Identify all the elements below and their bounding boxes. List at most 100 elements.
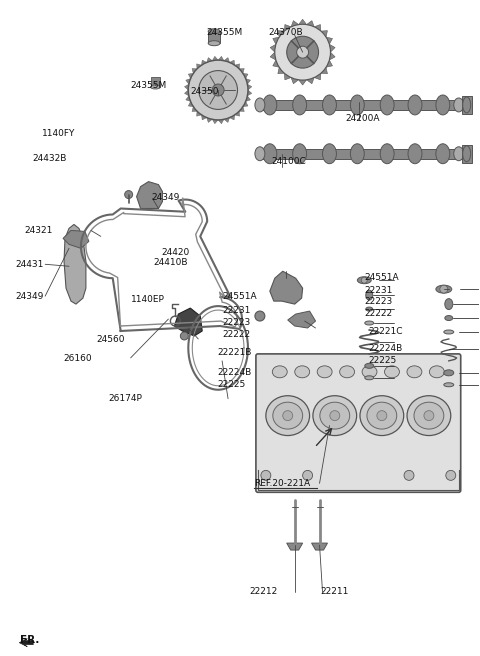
Polygon shape <box>321 68 327 73</box>
Circle shape <box>302 470 312 480</box>
Polygon shape <box>151 77 160 87</box>
Polygon shape <box>235 111 240 116</box>
Polygon shape <box>329 52 335 60</box>
Polygon shape <box>224 117 229 123</box>
Ellipse shape <box>445 316 453 321</box>
Text: 24551A: 24551A <box>222 292 256 301</box>
Polygon shape <box>235 64 240 69</box>
Polygon shape <box>285 73 291 80</box>
Ellipse shape <box>365 321 374 325</box>
Polygon shape <box>307 77 314 84</box>
Text: 22231: 22231 <box>364 285 393 295</box>
Polygon shape <box>299 80 307 85</box>
Polygon shape <box>212 119 218 124</box>
Polygon shape <box>192 68 197 73</box>
Text: 24355M: 24355M <box>206 28 243 37</box>
Ellipse shape <box>330 411 340 420</box>
Ellipse shape <box>454 147 464 161</box>
Polygon shape <box>192 107 197 112</box>
Text: 24370B: 24370B <box>269 28 303 37</box>
Circle shape <box>125 191 132 199</box>
Text: 24420: 24420 <box>161 249 190 257</box>
Text: 22224B: 22224B <box>217 368 252 377</box>
Circle shape <box>446 470 456 480</box>
Ellipse shape <box>408 95 422 115</box>
Text: 24410B: 24410B <box>153 258 188 267</box>
Polygon shape <box>184 84 189 90</box>
Polygon shape <box>239 68 244 73</box>
Ellipse shape <box>454 98 464 112</box>
Polygon shape <box>229 115 235 120</box>
Polygon shape <box>64 224 86 304</box>
Ellipse shape <box>436 95 450 115</box>
Text: 22222: 22222 <box>222 330 250 339</box>
Text: 22211: 22211 <box>320 586 348 596</box>
Polygon shape <box>174 308 202 336</box>
Polygon shape <box>247 90 252 96</box>
Polygon shape <box>137 182 162 209</box>
Polygon shape <box>188 73 193 79</box>
Ellipse shape <box>255 147 265 161</box>
Polygon shape <box>207 58 212 62</box>
Ellipse shape <box>208 29 220 33</box>
Ellipse shape <box>444 330 454 334</box>
Polygon shape <box>278 68 285 73</box>
Polygon shape <box>326 37 333 45</box>
Polygon shape <box>288 311 315 328</box>
Ellipse shape <box>273 402 302 429</box>
Circle shape <box>404 470 414 480</box>
Text: 22231: 22231 <box>222 306 250 315</box>
Text: 1140FY: 1140FY <box>42 129 75 138</box>
Ellipse shape <box>323 144 336 164</box>
Text: 22224B: 22224B <box>369 344 403 354</box>
Ellipse shape <box>357 277 371 283</box>
Polygon shape <box>462 145 472 163</box>
Text: FR.: FR. <box>21 635 40 646</box>
Polygon shape <box>307 20 314 27</box>
Text: 1140EP: 1140EP <box>131 295 165 304</box>
Text: 22222: 22222 <box>364 309 392 318</box>
Ellipse shape <box>463 146 471 162</box>
Ellipse shape <box>266 396 310 436</box>
Circle shape <box>180 332 188 340</box>
Polygon shape <box>246 96 251 102</box>
Ellipse shape <box>444 370 454 376</box>
Ellipse shape <box>463 97 471 113</box>
Text: 24349: 24349 <box>152 193 180 202</box>
Ellipse shape <box>293 144 307 164</box>
Polygon shape <box>239 107 244 112</box>
Ellipse shape <box>430 366 444 378</box>
Text: 22225: 22225 <box>217 380 246 389</box>
Ellipse shape <box>366 307 373 311</box>
Polygon shape <box>197 111 202 116</box>
Polygon shape <box>208 31 220 43</box>
Ellipse shape <box>407 396 451 436</box>
Text: 26174P: 26174P <box>109 394 143 403</box>
Polygon shape <box>278 31 285 37</box>
Ellipse shape <box>350 95 364 115</box>
Polygon shape <box>243 102 248 107</box>
Ellipse shape <box>255 98 265 112</box>
Ellipse shape <box>377 411 387 420</box>
Polygon shape <box>218 119 224 124</box>
Polygon shape <box>326 60 333 68</box>
Ellipse shape <box>340 366 355 378</box>
Polygon shape <box>291 77 299 84</box>
Circle shape <box>440 285 448 293</box>
Ellipse shape <box>436 144 450 164</box>
Ellipse shape <box>366 290 373 300</box>
Ellipse shape <box>295 366 310 378</box>
Polygon shape <box>224 58 229 62</box>
Polygon shape <box>188 102 193 107</box>
Text: 26160: 26160 <box>63 354 92 363</box>
Text: 22225: 22225 <box>369 356 397 365</box>
Polygon shape <box>186 96 191 102</box>
Polygon shape <box>312 543 327 550</box>
Ellipse shape <box>436 285 452 293</box>
Polygon shape <box>184 90 189 96</box>
Polygon shape <box>197 64 202 69</box>
Ellipse shape <box>407 366 422 378</box>
Circle shape <box>212 84 224 96</box>
Ellipse shape <box>384 366 399 378</box>
Polygon shape <box>270 45 276 52</box>
